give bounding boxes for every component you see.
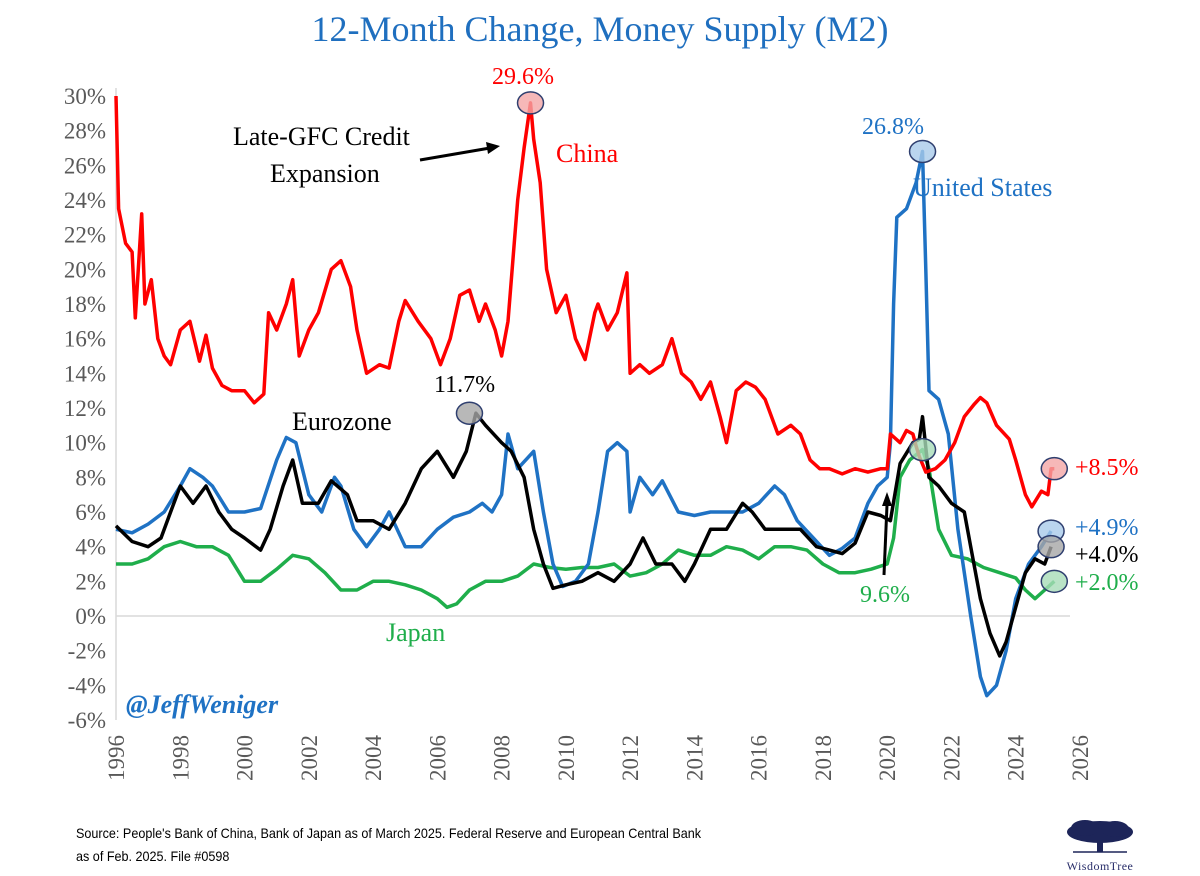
marker-circles bbox=[455, 91, 1069, 594]
x-tick-label: 1996 bbox=[104, 735, 129, 781]
x-tick-label: 2010 bbox=[554, 735, 579, 781]
japan-peak-label: 9.6% bbox=[860, 582, 910, 608]
x-tick-label: 2018 bbox=[811, 735, 836, 781]
eurozone-end-label: +4.0% bbox=[1075, 542, 1139, 568]
x-tick-label: 2024 bbox=[1004, 735, 1029, 782]
series-line-united-states bbox=[115, 149, 1053, 698]
marker-circle bbox=[908, 139, 937, 164]
annotation-line-2: Expansion bbox=[270, 159, 380, 188]
source-note: Source: People's Bank of China, Bank of … bbox=[76, 822, 886, 868]
annotation-line-1: Late-GFC Credit bbox=[233, 122, 411, 151]
y-tick-label: 22% bbox=[64, 223, 106, 248]
y-tick-label: 12% bbox=[64, 396, 106, 421]
us-series-label: United States bbox=[913, 173, 1052, 202]
axes: 30% 28% 26% 24% 22% 20% 18% 16% 14% 12% 10% 8% 6% 4% 2… bbox=[64, 84, 1093, 781]
y-tick-label: 14% bbox=[64, 361, 106, 386]
y-tick-label: 0% bbox=[75, 604, 106, 629]
y-tick-label: 6% bbox=[75, 500, 106, 525]
us-end-label: +4.9% bbox=[1075, 515, 1139, 541]
source-line-1: Source: People's Bank of China, Bank of … bbox=[76, 825, 702, 841]
x-tick-label: 1998 bbox=[168, 735, 193, 781]
china-end-label: +8.5% bbox=[1075, 455, 1139, 481]
series-line-eurozone bbox=[114, 411, 1053, 658]
marker-circle bbox=[1040, 456, 1069, 481]
x-tick-label: 2008 bbox=[490, 735, 515, 781]
y-tick-label: -6% bbox=[68, 708, 106, 733]
x-tick-label: 2000 bbox=[233, 735, 258, 781]
china-series-label: China bbox=[556, 139, 619, 168]
chart-title: 12-Month Change, Money Supply (M2) bbox=[311, 9, 889, 49]
marker-circle bbox=[1037, 534, 1065, 559]
japan-arrowhead bbox=[882, 492, 892, 506]
japan-series-label: Japan bbox=[386, 618, 445, 647]
japan-arrow bbox=[882, 504, 889, 576]
x-tick-label: 2026 bbox=[1068, 735, 1093, 781]
x-tick-label: 2016 bbox=[747, 735, 772, 781]
annotation-arrow bbox=[419, 146, 491, 162]
series-line-japan bbox=[116, 447, 1056, 610]
series-line-china bbox=[114, 95, 1055, 509]
y-tick-label: 2% bbox=[75, 569, 106, 594]
y-tick-label: 16% bbox=[64, 327, 106, 352]
china-peak-label: 29.6% bbox=[492, 64, 554, 90]
y-tick-label: 4% bbox=[75, 535, 106, 560]
wisdomtree-logo: WisdomTree bbox=[1040, 818, 1160, 874]
x-tick-label: 2020 bbox=[875, 735, 900, 781]
x-tick-label: 2012 bbox=[618, 735, 643, 781]
marker-circle bbox=[516, 91, 545, 115]
japan-end-label: +2.0% bbox=[1075, 570, 1139, 596]
y-tick-label: 18% bbox=[64, 292, 106, 317]
eurozone-series-label: Eurozone bbox=[292, 407, 392, 436]
source-line-2: as of Feb. 2025. File #0598 bbox=[76, 848, 230, 864]
eurozone-peak-label: 11.7% bbox=[434, 372, 495, 398]
x-tick-label: 2022 bbox=[939, 735, 964, 781]
y-tick-label: 20% bbox=[64, 257, 106, 282]
y-tick-label: 28% bbox=[64, 119, 106, 144]
tree-icon bbox=[1067, 820, 1133, 853]
y-tick-label: 30% bbox=[64, 84, 106, 109]
y-tick-label: 24% bbox=[64, 188, 106, 213]
x-tick-label: 2006 bbox=[425, 735, 450, 781]
y-tick-label: 26% bbox=[64, 153, 106, 178]
x-tick-label: 2014 bbox=[682, 735, 707, 782]
y-tick-label: 8% bbox=[75, 465, 106, 490]
author-handle: @JeffWeniger bbox=[126, 690, 279, 719]
y-tick-label: -2% bbox=[68, 639, 106, 664]
us-peak-label: 26.8% bbox=[862, 114, 924, 140]
y-tick-label: 10% bbox=[64, 431, 106, 456]
logo-wordmark: WisdomTree bbox=[1066, 859, 1134, 873]
marker-circle bbox=[455, 401, 484, 425]
annotations: 29.6% 26.8% 11.7% 9.6% +8.5% +4.9% +4.0%… bbox=[126, 64, 1139, 719]
y-tick-label: -4% bbox=[68, 673, 106, 698]
x-tick-label: 2002 bbox=[297, 735, 322, 781]
marker-circle bbox=[908, 437, 937, 462]
marker-circle bbox=[1040, 569, 1069, 594]
annotation-arrowhead bbox=[486, 142, 500, 154]
x-tick-label: 2004 bbox=[361, 735, 386, 782]
